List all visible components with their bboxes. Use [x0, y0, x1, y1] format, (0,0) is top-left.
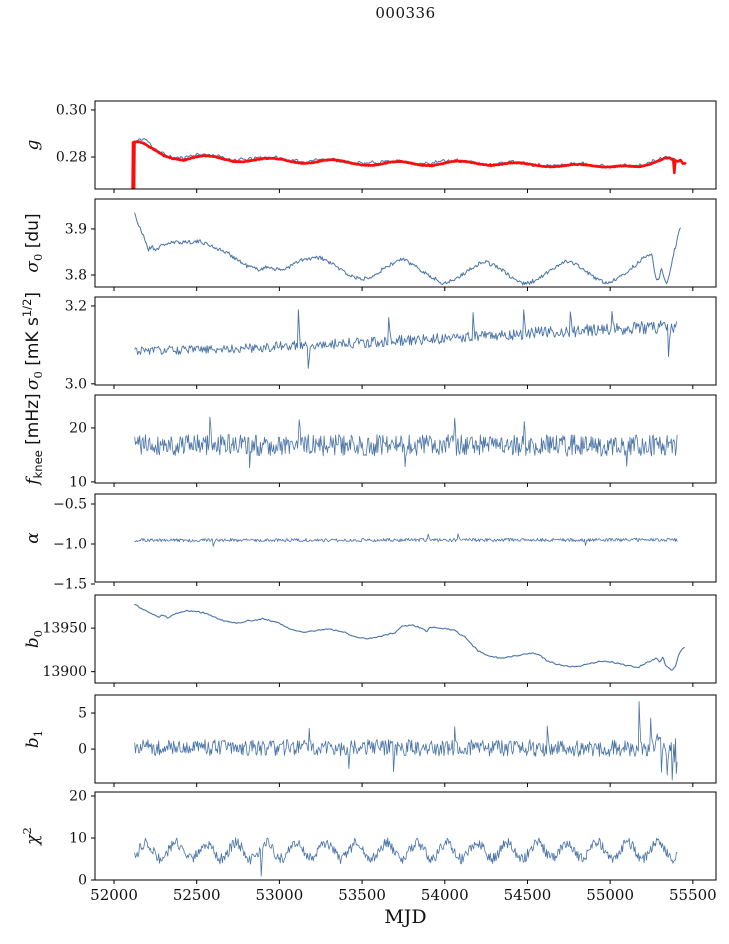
series-sigma0-mK-sigma0-mK — [134, 309, 677, 369]
x-tick-label: 53500 — [338, 886, 386, 904]
series-fknee-fknee — [134, 416, 678, 469]
y-tick-label: 13950 — [42, 621, 87, 637]
y-axis-label-alpha: α — [23, 532, 43, 544]
x-tick-label: 54000 — [421, 886, 469, 904]
panel-b1: 5 0 b1 — [23, 694, 717, 787]
series-sigma0-du-sigma0-du — [134, 212, 681, 286]
panel-b0: 13950 13900 b0 — [23, 594, 717, 687]
y-tick-label: 0.28 — [56, 150, 87, 166]
y-tick-label: 20 — [69, 420, 87, 436]
series-chi2-chi2 — [134, 837, 678, 877]
x-tick-label: 54500 — [504, 886, 552, 904]
x-axis-label: MJD — [384, 906, 427, 928]
y-tick-label: 13900 — [42, 664, 87, 680]
panel-b0-frame — [94, 594, 717, 684]
x-tick-label: 52500 — [173, 886, 221, 904]
x-tick-label: 55500 — [669, 886, 717, 904]
series-b1-b1 — [134, 701, 678, 781]
panel-g: 0.30 0.28 g — [23, 100, 717, 193]
y-tick-label: 0.30 — [56, 102, 87, 118]
x-tick-label: 53000 — [256, 886, 304, 904]
y-axis-label-b1: b1 — [23, 730, 45, 748]
y-tick-label: 10 — [69, 830, 87, 846]
panel-alpha: −0.5 −1.0 −1.5 α — [23, 493, 717, 593]
y-axis-label-b0: b0 — [23, 630, 45, 648]
panel-sigma0-mK: 3.2 3.0 σ0 [mK s1/2] — [20, 292, 717, 392]
y-tick-label: 10 — [69, 474, 87, 490]
panel-fknee: 20 10 fknee [mHz] — [23, 393, 717, 490]
y-tick-label: −1.5 — [53, 577, 87, 593]
y-axis-label-sigma0-du: σ0 [du] — [23, 213, 45, 272]
y-tick-label: −1.0 — [53, 537, 87, 553]
series-alpha-alpha — [134, 533, 678, 547]
series-g-smoothed — [131, 140, 687, 189]
panel-sigma0-du: 3.9 3.8 σ0 [du] — [23, 198, 717, 291]
y-tick-label: 3.8 — [65, 268, 87, 284]
y-tick-label: 3.9 — [65, 221, 87, 237]
series-b0-b0 — [134, 603, 685, 671]
y-tick-label: 20 — [69, 788, 87, 804]
y-tick-label: 3.0 — [65, 376, 87, 392]
x-tick-label: 52000 — [90, 886, 138, 904]
panel-g-frame — [94, 100, 717, 190]
y-axis-label-fknee: fknee [mHz] — [23, 393, 45, 486]
panel-sigma0-mK-frame — [94, 296, 717, 386]
y-tick-label: 0 — [78, 873, 87, 889]
y-axis-label-g: g — [23, 139, 43, 150]
y-axis-label-chi2: χ2 — [20, 827, 43, 846]
x-tick-label: 55000 — [586, 886, 634, 904]
panel-b1-frame — [94, 694, 717, 784]
panel-sigma0-du-frame — [94, 198, 717, 288]
y-tick-label: −0.5 — [53, 497, 87, 513]
y-tick-label: 3.2 — [65, 298, 87, 314]
panel-alpha-frame — [94, 493, 717, 583]
y-tick-label: 5 — [78, 706, 87, 722]
figure-title: 000336 — [375, 4, 436, 22]
panel-chi2-frame — [94, 791, 717, 881]
y-tick-label: 0 — [78, 742, 87, 758]
panel-fknee-frame — [94, 394, 717, 484]
y-axis-label-sigma0-mK: σ0 [mK s1/2] — [20, 292, 45, 390]
